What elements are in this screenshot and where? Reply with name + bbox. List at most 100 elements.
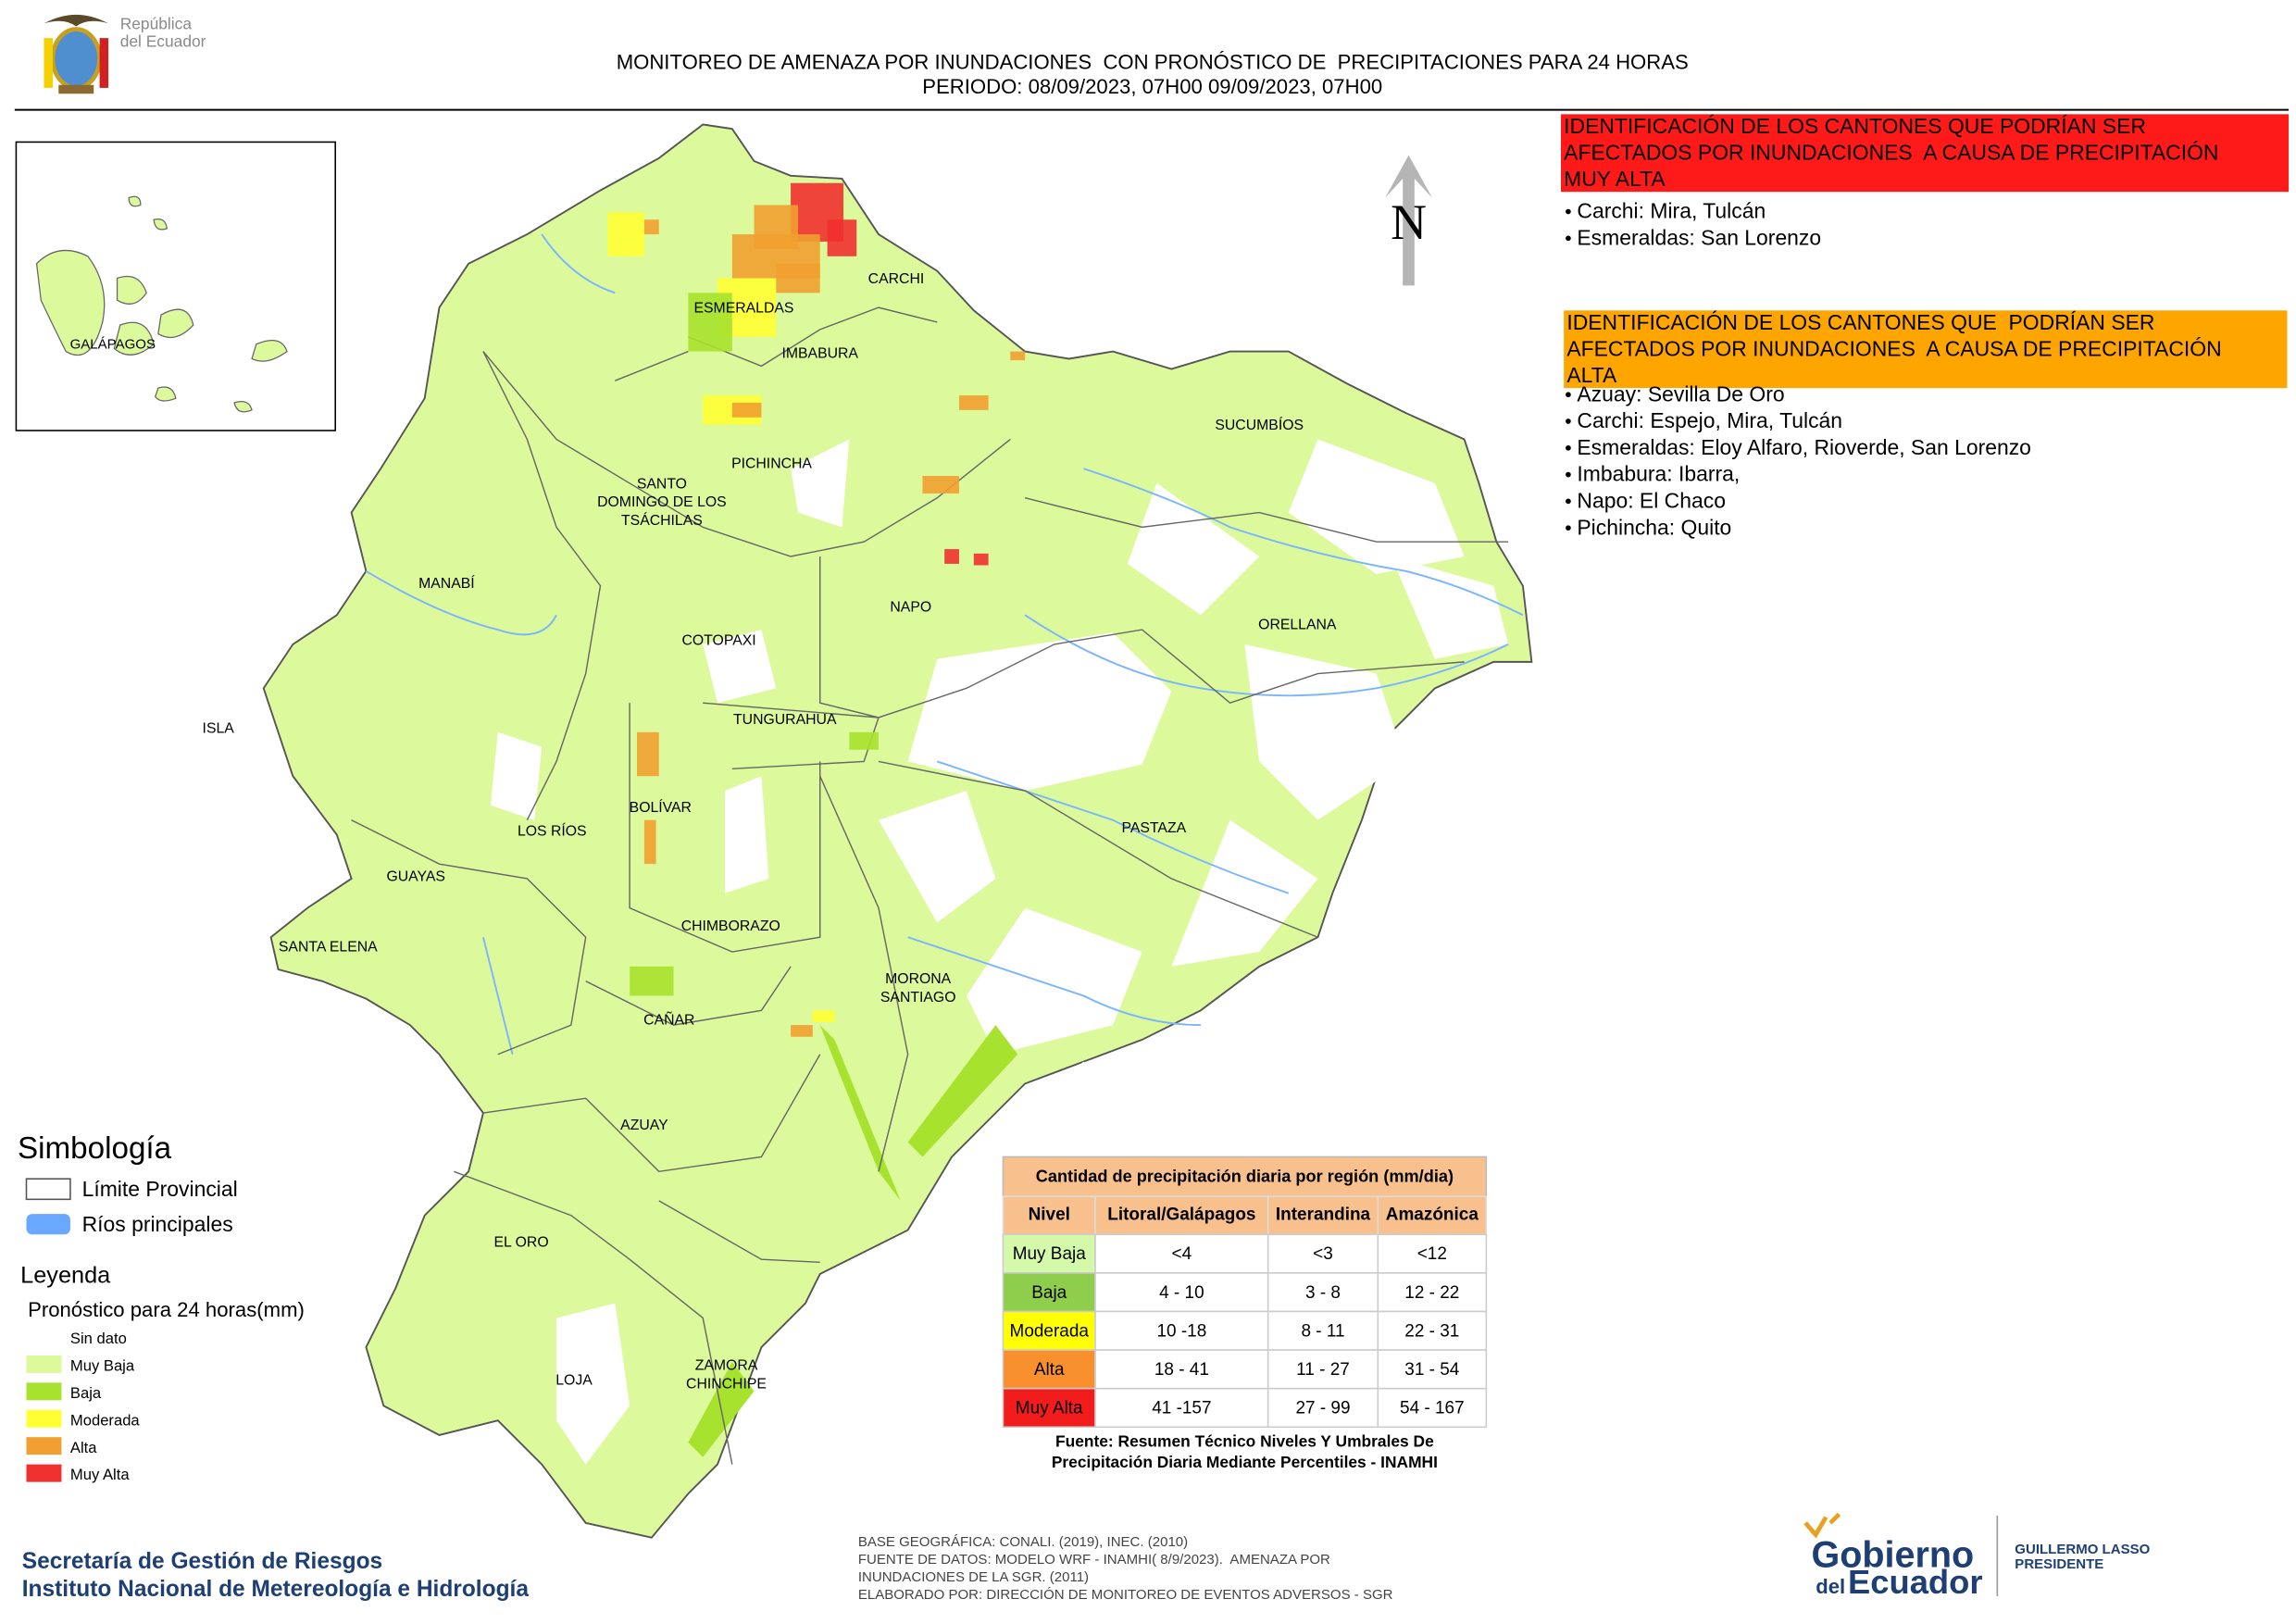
inset-label: GALÁPAGOS [70, 336, 156, 352]
province-label: MANABÍ [418, 574, 475, 592]
table-cell-text: Moderada [1010, 1321, 1090, 1341]
legend-item: Baja [70, 1384, 102, 1402]
no-data-area [724, 776, 769, 893]
page-period: PERIODO: 08/09/2023, 07H00 09/09/2023, 0… [922, 75, 1382, 98]
province-boundary [351, 819, 587, 1056]
province-label: MORONA [885, 971, 952, 987]
table-cell-text: 22 - 31 [1404, 1321, 1459, 1341]
province-label: PICHINCHA [731, 456, 812, 471]
legend-swatch [26, 1437, 62, 1455]
alert-heading-box [1564, 310, 2288, 389]
table-cell-text: 41 -157 [1152, 1399, 1211, 1418]
source-note: BASE GEOGRÁFICA: CONALI. (2019), INEC. (… [858, 1534, 1188, 1550]
legend-item: Moderada [70, 1411, 140, 1429]
alert-heading: IDENTIFICACIÓN DE LOS CANTONES QUE PODRÍ… [1566, 310, 2154, 334]
precipitation-cell [1010, 351, 1026, 361]
province-label: CHIMBORAZO [681, 918, 780, 934]
coat-of-arms-base [58, 84, 94, 94]
gov-name: Ecuador [1848, 1563, 1982, 1601]
precipitation-cell [973, 553, 989, 566]
precipitation-cell [776, 263, 820, 294]
no-data-area [1244, 643, 1406, 820]
president-role: PRESIDENTE [2015, 1556, 2103, 1572]
province-boundary [819, 556, 1465, 718]
province-boundary [688, 306, 938, 368]
symbology-item: Ríos principales [82, 1212, 233, 1236]
table-header: Interandina [1276, 1205, 1371, 1224]
province-label: GUAYAS [386, 868, 445, 884]
table-cell-text: Muy Alta [1016, 1399, 1083, 1418]
logo-text: República [120, 15, 193, 33]
precipitation-cell [630, 966, 674, 996]
island [116, 275, 147, 305]
source-note: FUENTE DE DATOS: MODELO WRF - INAMHI( 8/… [858, 1552, 1330, 1568]
table-cell-text: <12 [1417, 1244, 1447, 1264]
province-label: AZUAY [620, 1118, 668, 1133]
table-cell-text: Alta [1034, 1360, 1065, 1380]
province-label: SANTA ELENA [279, 939, 378, 955]
coat-of-arms-flag-left [44, 38, 53, 88]
table-cell [1267, 1272, 1379, 1313]
table-cell [1377, 1387, 1488, 1429]
symbol-river [26, 1214, 70, 1235]
province-boundary [585, 966, 792, 1026]
province-boundary [658, 1200, 820, 1264]
island [154, 386, 177, 402]
province-label: EL ORO [494, 1235, 549, 1251]
table-cell-text: 12 - 22 [1404, 1283, 1459, 1303]
table-cell-text: 27 - 99 [1295, 1399, 1350, 1418]
low-area [907, 1025, 1018, 1157]
alert-item: Esmeraldas: San Lorenzo [1577, 225, 1821, 249]
alert-item: Carchi: Espejo, Mira, Tulcán [1577, 408, 1842, 432]
province-label: LOJA [555, 1372, 593, 1388]
table-cell-text: 10 -18 [1156, 1321, 1206, 1341]
bullet [1566, 235, 1571, 242]
alert-heading-box [1561, 114, 2290, 193]
table-cell-text: 4 - 10 [1159, 1283, 1204, 1303]
river [365, 570, 557, 636]
table-header-cell [1377, 1195, 1488, 1236]
precipitation-cell [849, 731, 879, 750]
river [541, 233, 616, 294]
province-label: COTOPAXI [682, 633, 756, 649]
province-boundary [482, 351, 1011, 557]
province-label: BOLÍVAR [630, 798, 692, 816]
alert-item: Carchi: Mira, Tulcán [1577, 199, 1766, 223]
bullet [1566, 208, 1571, 215]
table-cell [1094, 1387, 1269, 1429]
precipitation-cell [688, 293, 732, 352]
alert-item: Imbabura: Ibarra, [1577, 462, 1740, 486]
gov-name: Gobierno [1811, 1534, 1974, 1575]
symbology-title: Simbología [18, 1131, 172, 1166]
table-header-cell [1094, 1195, 1269, 1236]
table-header: Litoral/Galápagos [1107, 1205, 1255, 1224]
no-data-area [966, 907, 1142, 1055]
bullet [1566, 392, 1571, 398]
river [1024, 614, 1509, 697]
table-cell [1267, 1387, 1379, 1429]
table-cell [1002, 1233, 1096, 1274]
table-cell [1377, 1272, 1488, 1313]
province-boundary [629, 703, 821, 953]
province-label: ISLA [203, 721, 235, 737]
legend-swatch [26, 1355, 62, 1373]
alert-heading: AFECTADOS POR INUNDACIONES A CAUSA DE PR… [1564, 140, 2218, 164]
no-data-area [556, 1303, 630, 1465]
precipitation-cell [812, 1010, 835, 1022]
province-label: ORELLANA [1258, 617, 1337, 632]
legend-swatch [26, 1382, 62, 1401]
province-label: SANTO [637, 476, 687, 492]
precipitation-cell [643, 219, 659, 235]
source-note: INUNDACIONES DE LA SGR. (2011) [858, 1569, 1089, 1585]
no-data-area [1127, 482, 1260, 616]
precipitation-cell [637, 731, 659, 777]
no-data-area [1171, 819, 1318, 967]
river [482, 936, 514, 1055]
island [233, 401, 253, 413]
island [128, 195, 142, 207]
no-data-area [1288, 439, 1465, 574]
legend-item: Alta [70, 1439, 97, 1456]
island [153, 219, 168, 231]
table-cell-text: 54 - 167 [1400, 1399, 1465, 1418]
river [936, 760, 1290, 894]
